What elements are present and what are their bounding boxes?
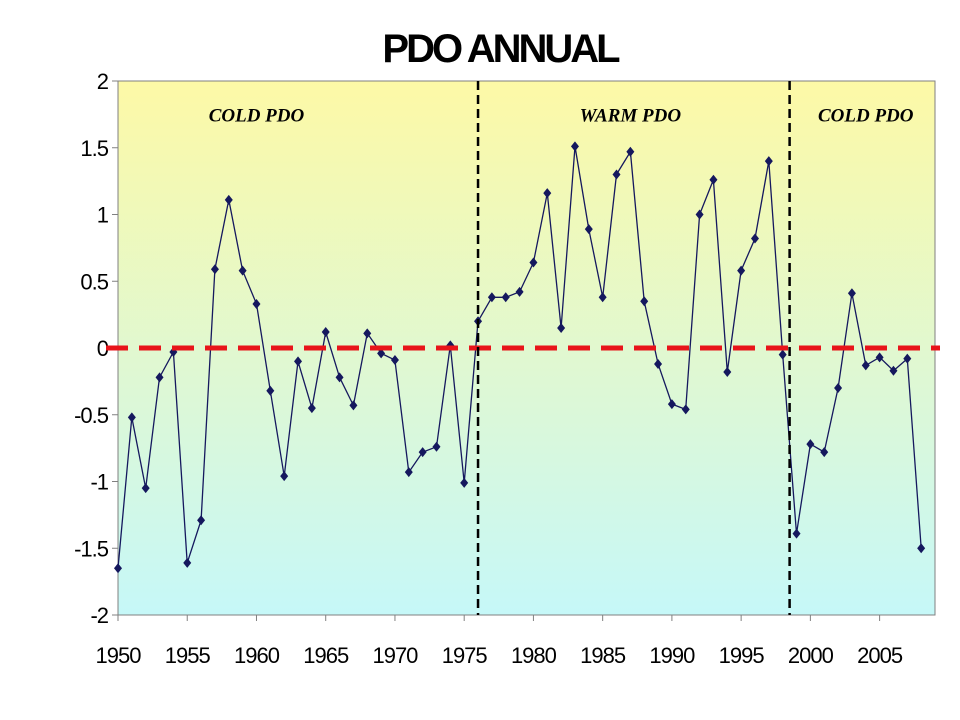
x-tick-label: 1955 [165, 643, 211, 668]
data-point [404, 467, 413, 478]
y-tick-label: -1.5 [74, 536, 109, 561]
data-point [861, 360, 870, 371]
data-point [820, 447, 829, 458]
data-point [889, 365, 898, 376]
data-point [834, 383, 843, 394]
data-point [570, 141, 579, 152]
x-tick-label: 1985 [580, 643, 626, 668]
data-point [529, 257, 538, 268]
x-tick-label: 2005 [857, 643, 903, 668]
y-tick-label: 0 [97, 336, 109, 361]
data-point [335, 372, 344, 383]
data-point [654, 359, 663, 370]
chart-title: PDO ANNUAL [382, 27, 620, 71]
data-point [252, 298, 261, 309]
data-point [183, 557, 192, 568]
data-point [584, 224, 593, 235]
data-point [515, 286, 524, 297]
y-tick-label: -2 [90, 603, 108, 628]
data-point [501, 292, 510, 303]
data-point [210, 264, 219, 275]
data-point [557, 322, 566, 333]
x-tick-label: 1995 [719, 643, 765, 668]
data-point [847, 288, 856, 299]
data-point [114, 563, 122, 574]
data-point [487, 292, 496, 303]
data-point [626, 146, 635, 157]
data-point [390, 355, 399, 366]
data-point [155, 372, 164, 383]
data-point [238, 265, 247, 276]
data-point [709, 174, 718, 185]
y-tick-label: -1 [90, 470, 108, 495]
period-label: COLD PDO [209, 105, 305, 126]
y-tick-label: 0.5 [80, 269, 108, 294]
data-point [737, 265, 746, 276]
data-point [750, 233, 759, 244]
data-point [266, 385, 275, 396]
data-point [363, 328, 372, 339]
data-point [294, 356, 303, 367]
data-point [224, 194, 233, 205]
data-point [764, 156, 773, 167]
data-point [543, 188, 552, 199]
data-point [667, 399, 676, 410]
data-point [432, 441, 441, 452]
x-tick-label: 2000 [788, 643, 834, 668]
y-tick-label: -0.5 [74, 403, 109, 428]
data-point [280, 471, 289, 482]
x-tick-label: 1990 [649, 643, 695, 668]
y-tick-label: 1.5 [80, 136, 108, 161]
x-tick-label: 1980 [511, 643, 557, 668]
period-label: WARM PDO [580, 105, 682, 126]
x-tick-label: 1950 [96, 643, 142, 668]
x-tick-label: 1970 [372, 643, 418, 668]
data-point [127, 412, 136, 423]
data-point [460, 477, 469, 488]
data-point [418, 447, 427, 458]
data-point [723, 367, 732, 378]
data-point [695, 209, 704, 220]
data-point [349, 400, 358, 411]
x-tick-label: 1975 [442, 643, 488, 668]
data-point [681, 404, 690, 415]
y-tick-label: 2 [97, 69, 109, 94]
data-point [792, 528, 801, 539]
data-point [307, 403, 316, 414]
data-point [377, 348, 386, 359]
data-point [903, 353, 912, 364]
data-point [598, 292, 607, 303]
data-point [141, 483, 150, 494]
data-point [917, 543, 926, 554]
data-point [806, 439, 815, 450]
data-point [875, 352, 884, 363]
y-tick-label: 1 [97, 203, 109, 228]
data-point [778, 349, 787, 360]
data-point [640, 296, 649, 307]
x-tick-label: 1965 [303, 643, 349, 668]
data-point [197, 515, 206, 526]
data-point [321, 326, 330, 337]
data-point [612, 169, 621, 180]
period-label: COLD PDO [818, 105, 914, 126]
x-tick-label: 1960 [234, 643, 280, 668]
